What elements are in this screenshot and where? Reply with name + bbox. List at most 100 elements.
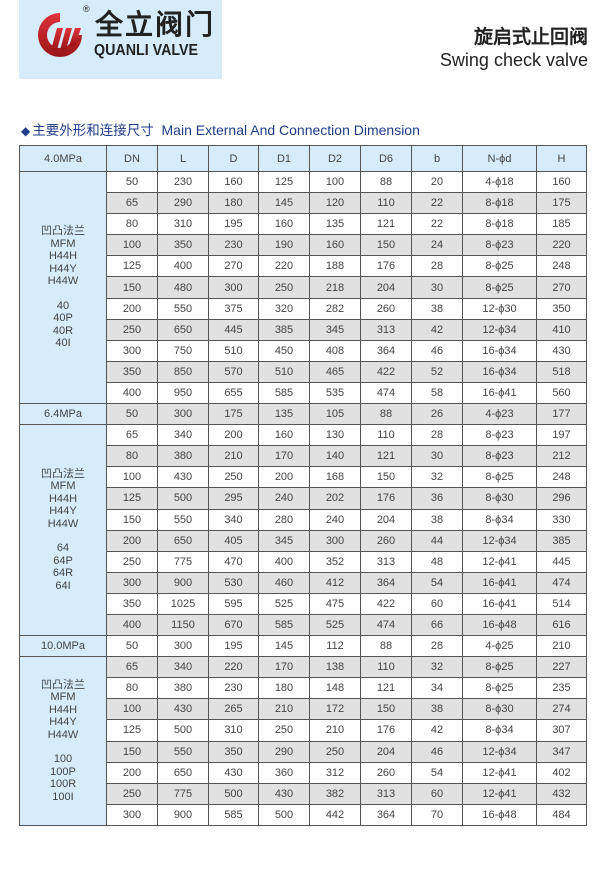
table-row: 350 850 570 510 465 422 52 16-ϕ34 518 <box>20 360 587 383</box>
table-cell: 300 <box>106 803 158 826</box>
column-header: D1 <box>258 145 310 172</box>
table-cell: 125 <box>106 255 158 278</box>
table-cell: 176 <box>360 487 412 510</box>
model-line: H44Y <box>49 505 77 518</box>
table-cell: 16-ϕ48 <box>462 803 537 826</box>
model-line: 64 <box>56 542 70 555</box>
table-cell: 220 <box>208 656 259 679</box>
table-cell: 445 <box>536 550 587 573</box>
table-cell: 16-ϕ41 <box>462 571 537 594</box>
table-cell: 850 <box>157 360 209 383</box>
table-cell: 300 <box>309 529 361 552</box>
table-row: 100 430 250 200 168 150 32 8-ϕ25 248 <box>20 466 587 489</box>
diamond-icon: ◆ <box>21 124 31 138</box>
model-cell: 凹凸法兰 MFM H44H H44Y H44W 100 100P 100R 100I <box>19 656 107 826</box>
table-cell: 150 <box>360 234 412 257</box>
table-cell: 170 <box>258 656 310 679</box>
table-cell: 8-ϕ25 <box>462 255 537 278</box>
model-line: H44H <box>48 250 78 263</box>
table-cell: 430 <box>157 466 209 489</box>
table-cell: 280 <box>258 508 310 531</box>
table-cell: 412 <box>309 571 361 594</box>
table-cell: 121 <box>360 213 412 236</box>
table-cell: 36 <box>411 487 463 510</box>
table-cell: 12-ϕ41 <box>462 782 537 805</box>
table-cell: 1025 <box>157 592 209 615</box>
table-cell: 190 <box>258 234 310 257</box>
table-cell: 248 <box>536 255 587 278</box>
table-cell: 300 <box>157 635 209 658</box>
table-cell: 38 <box>411 508 463 531</box>
table-cell: 88 <box>360 170 412 194</box>
table-cell: 172 <box>309 698 361 721</box>
table-cell: 54 <box>411 571 463 594</box>
table-cell: 80 <box>106 445 158 468</box>
table-cell: 150 <box>106 508 158 531</box>
table-cell: 364 <box>360 571 412 594</box>
model-line: 100I <box>52 790 74 803</box>
table-cell: 150 <box>106 740 158 763</box>
table-cell: 12-ϕ34 <box>462 740 537 763</box>
table-cell: 514 <box>536 592 587 615</box>
table-cell: 210 <box>309 719 361 742</box>
table-row: 10.0MPa 50 300 195 145 112 88 28 4-ϕ25 210 <box>19 635 587 658</box>
model-line: MFM <box>50 691 76 704</box>
table-cell: 550 <box>157 740 209 763</box>
table-cell: 4-ϕ25 <box>462 635 537 658</box>
table-cell: 4-ϕ18 <box>462 170 537 194</box>
table-cell: 410 <box>536 318 587 341</box>
table-cell: 525 <box>258 592 310 615</box>
table-cell: 16-ϕ48 <box>462 613 537 637</box>
table-cell: 1150 <box>157 613 209 637</box>
table-cell: 250 <box>258 276 310 299</box>
model-line: 凹凸法兰 <box>41 225 85 238</box>
table-cell: 470 <box>208 550 259 573</box>
table-cell: 313 <box>360 782 412 805</box>
pressure-label: 4.0MPa <box>19 145 107 172</box>
table-cell: 12-ϕ34 <box>462 318 537 341</box>
registered-mark: ® <box>83 4 90 14</box>
table-cell: 380 <box>157 677 209 700</box>
table-cell: 8-ϕ23 <box>462 234 537 257</box>
table-cell: 282 <box>309 297 361 320</box>
table-cell: 274 <box>536 698 587 721</box>
page-title-cn: 旋启式止回阀 <box>473 26 588 48</box>
table-cell: 210 <box>208 445 259 468</box>
table-cell: 218 <box>309 276 361 299</box>
table-cell: 380 <box>157 445 209 468</box>
logo-text-cn: 全立阀门 <box>95 8 216 41</box>
table-row: 150 480 300 250 218 204 30 8-ϕ25 270 <box>20 276 587 299</box>
table-cell: 46 <box>411 339 463 362</box>
table-row: 80 380 230 180 148 121 34 8-ϕ25 235 <box>20 677 587 700</box>
table-cell: 175 <box>536 192 587 215</box>
table-cell: 310 <box>208 719 259 742</box>
table-row: 300 750 510 450 408 364 46 16-ϕ34 430 <box>20 339 587 362</box>
table-cell: 28 <box>411 635 463 658</box>
table-cell: 474 <box>360 613 412 637</box>
table-cell: 400 <box>106 613 158 637</box>
model-line: H44H <box>48 492 78 505</box>
table-cell: 500 <box>258 803 310 826</box>
table-cell: 28 <box>411 255 463 278</box>
table-cell: 54 <box>411 761 463 784</box>
table-cell: 345 <box>309 318 361 341</box>
table-cell: 8-ϕ30 <box>462 487 537 510</box>
model-line: H44Y <box>49 716 77 729</box>
table-cell: 510 <box>208 339 259 362</box>
table-cell: 38 <box>411 698 463 721</box>
table-cell: 300 <box>106 339 158 362</box>
table-cell: 295 <box>208 487 259 510</box>
column-header: L <box>157 145 209 172</box>
table-cell: 300 <box>106 571 158 594</box>
table-row: 150 550 340 280 240 204 38 8-ϕ34 330 <box>20 508 587 531</box>
table-cell: 670 <box>208 613 259 637</box>
table-cell: 200 <box>106 529 158 552</box>
table-cell: 500 <box>157 719 209 742</box>
table-cell: 430 <box>208 761 259 784</box>
table-cell: 585 <box>208 803 259 826</box>
table-cell: 38 <box>411 297 463 320</box>
table-cell: 260 <box>360 529 412 552</box>
model-line: 100 <box>53 753 73 766</box>
table-cell: 8-ϕ34 <box>462 508 537 531</box>
table-cell: 650 <box>157 761 209 784</box>
